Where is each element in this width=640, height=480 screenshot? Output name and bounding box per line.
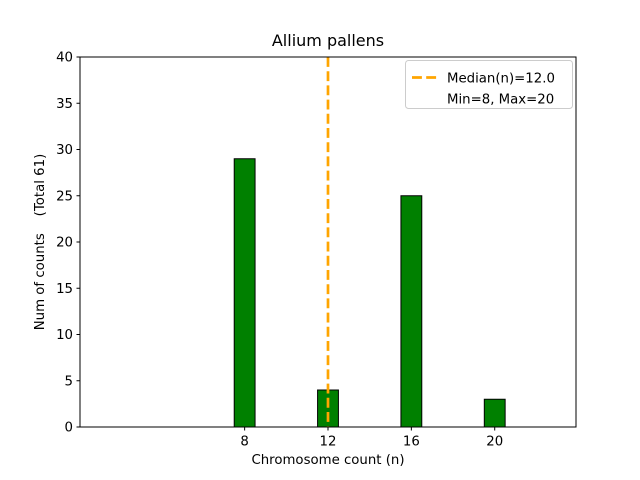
y-axis-label: Num of counts (Total 61) — [33, 154, 48, 331]
x-tick-label-12: 12 — [320, 435, 337, 450]
x-axis-label: Chromosome count (n) — [251, 453, 404, 468]
legend-box — [405, 60, 573, 109]
chart-title: Allium pallens — [272, 31, 384, 50]
y-tick-label-10: 10 — [56, 328, 73, 343]
x-tick-label-20: 20 — [486, 435, 503, 450]
x-tick-label-16: 16 — [403, 435, 420, 450]
y-tick-label-35: 35 — [56, 97, 73, 112]
bars-layer — [233, 158, 506, 428]
bar-n-8 — [233, 158, 256, 428]
y-tick-label-30: 30 — [56, 143, 73, 158]
bar-n-20 — [483, 398, 506, 428]
y-tick-label-40: 40 — [56, 51, 73, 66]
y-tick-label-20: 20 — [56, 236, 73, 251]
y-tick-label-25: 25 — [56, 189, 73, 204]
axes-layer: 0 5 10 15 20 25 30 35 40 8 12 16 20 — [56, 51, 503, 450]
x-tick-label-8: 8 — [240, 435, 248, 450]
y-tick-label-15: 15 — [56, 282, 73, 297]
bar-n-16 — [400, 195, 423, 428]
legend: Median(n)=12.0 Min=8, Max=20 — [405, 60, 573, 109]
plot-frame — [79, 56, 577, 428]
legend-entry-median: Median(n)=12.0 — [447, 72, 555, 87]
y-tick-label-5: 5 — [65, 374, 73, 389]
y-tick-label-0: 0 — [65, 421, 73, 436]
legend-entry-minmax: Min=8, Max=20 — [447, 93, 554, 108]
